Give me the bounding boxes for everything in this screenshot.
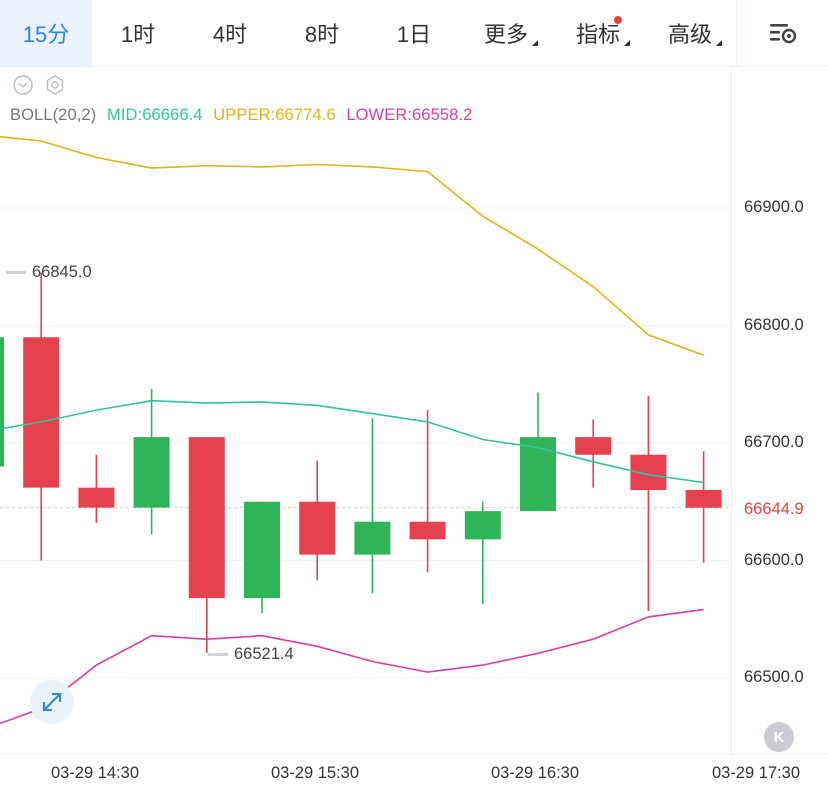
candle-body bbox=[409, 521, 446, 540]
candle-body bbox=[23, 337, 60, 488]
tab-label: 高级 bbox=[667, 22, 712, 47]
tab-interval-3[interactable]: 8时 bbox=[276, 0, 368, 66]
boll-legend: BOLL(20,2) MID:66666.4 UPPER:66774.6 LOW… bbox=[10, 106, 478, 125]
indicator-settings-icon[interactable] bbox=[44, 74, 66, 96]
tab-interval-2[interactable]: 4时 bbox=[184, 0, 276, 66]
price-tick-label: 66600.0 bbox=[744, 550, 804, 569]
candle-body bbox=[133, 437, 170, 508]
tab-label: 更多 bbox=[483, 22, 528, 47]
candle-body bbox=[188, 437, 225, 599]
candle-body bbox=[0, 337, 4, 467]
time-tick-label: 03-29 16:30 bbox=[490, 764, 580, 782]
boll-name: BOLL(20,2) bbox=[10, 106, 97, 124]
chart-settings-button[interactable] bbox=[736, 0, 828, 66]
tab-interval-7[interactable]: 高级 bbox=[644, 0, 736, 66]
low-price-label: 66521.4 bbox=[234, 645, 294, 663]
time-tick-label: 03-29 15:30 bbox=[270, 764, 360, 782]
tab-label: 1时 bbox=[120, 22, 156, 47]
candle-body bbox=[520, 437, 556, 512]
tab-interval-0[interactable]: 15分 bbox=[0, 0, 92, 66]
k-button-label: K bbox=[773, 728, 785, 746]
candle-body bbox=[685, 490, 722, 508]
chart-settings-icon bbox=[769, 24, 796, 44]
candle-body bbox=[78, 487, 115, 508]
boll-upper-line bbox=[0, 135, 704, 357]
expand-arrows-icon bbox=[43, 693, 61, 711]
time-tick-label: 03-29 17:30 bbox=[711, 764, 801, 782]
indicator-controls bbox=[12, 74, 66, 96]
candle-body bbox=[354, 521, 391, 555]
fullscreen-button[interactable] bbox=[30, 680, 74, 724]
tab-label: 1日 bbox=[396, 22, 432, 47]
tab-label: 指标 bbox=[575, 22, 620, 47]
tab-interval-5[interactable]: 更多 bbox=[460, 0, 552, 66]
dropdown-triangle-icon bbox=[532, 40, 538, 46]
dropdown-triangle-icon bbox=[624, 40, 630, 46]
collapse-chevron-icon[interactable] bbox=[12, 74, 34, 96]
candle-body bbox=[575, 437, 612, 455]
price-axis-divider bbox=[731, 66, 732, 754]
interval-toolbar: 15分 1时 4时 8时 1日 更多 指标 高级 bbox=[0, 0, 828, 67]
k-jump-button[interactable]: K bbox=[764, 722, 794, 752]
high-price-marker: 66845.0 bbox=[6, 263, 92, 282]
boll-lower-line bbox=[0, 608, 704, 725]
price-tick-label: 66700.0 bbox=[744, 433, 804, 451]
time-tick-label: 03-29 14:30 bbox=[50, 764, 140, 782]
tab-interval-1[interactable]: 1时 bbox=[92, 0, 184, 66]
candle-body bbox=[464, 511, 501, 540]
tab-label: 8时 bbox=[304, 22, 340, 47]
candle-body bbox=[244, 501, 280, 599]
tab-interval-4[interactable]: 1日 bbox=[368, 0, 460, 66]
boll-mid-line bbox=[0, 399, 704, 484]
tab-label: 4时 bbox=[212, 22, 248, 47]
high-price-label: 66845.0 bbox=[32, 263, 92, 281]
time-axis-divider bbox=[0, 754, 828, 755]
boll-mid-value: MID:66666.4 bbox=[106, 106, 203, 124]
last-price-label: 66644.9 bbox=[736, 497, 822, 521]
dropdown-triangle-icon bbox=[716, 40, 722, 46]
price-tick-label: 66500.0 bbox=[744, 668, 804, 686]
notification-dot-icon bbox=[614, 16, 622, 24]
boll-upper-value: UPPER:66774.6 bbox=[213, 106, 336, 124]
low-price-marker: 66521.4 bbox=[208, 645, 294, 664]
boll-lower-value: LOWER:66558.2 bbox=[346, 106, 473, 124]
candle-body bbox=[299, 501, 336, 555]
price-tick-label: 66800.0 bbox=[744, 315, 804, 334]
price-tick-label: 66900.0 bbox=[744, 198, 804, 216]
tab-interval-6[interactable]: 指标 bbox=[552, 0, 644, 66]
tab-label: 15分 bbox=[22, 22, 70, 47]
